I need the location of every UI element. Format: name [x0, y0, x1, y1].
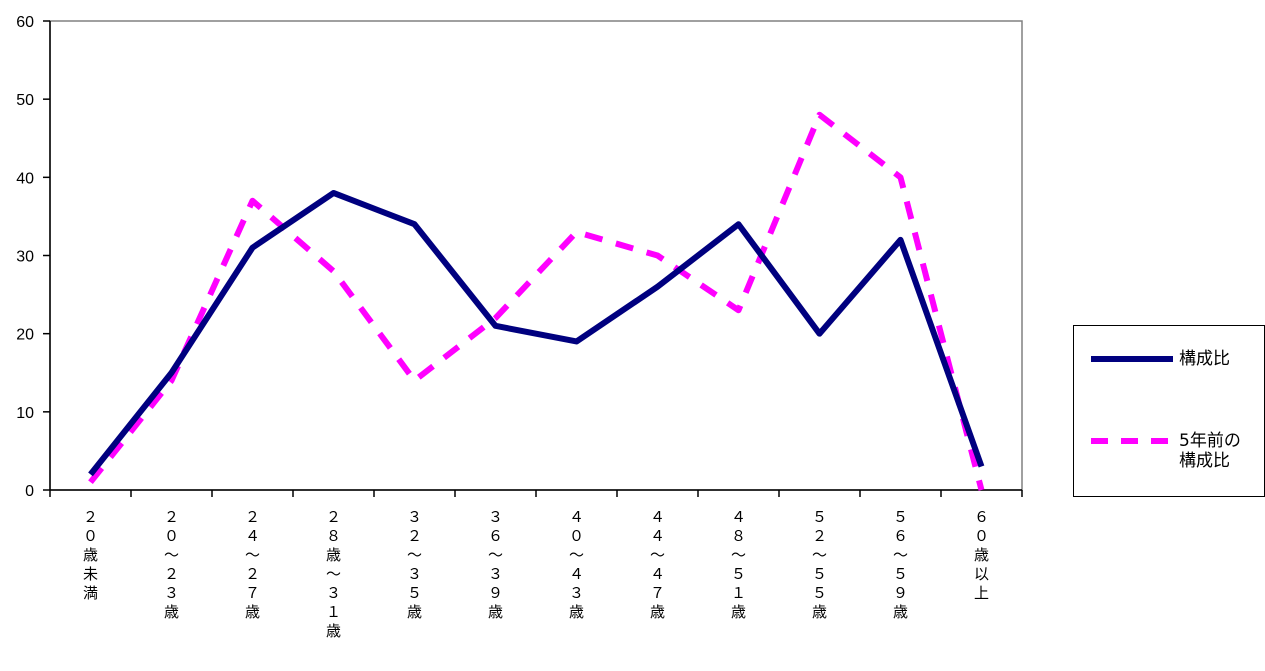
- legend-item-series-2: 5年前の 構成比: [1074, 430, 1264, 474]
- x-tick-label: ２０歳未満: [83, 508, 98, 602]
- y-tick-label: 0: [25, 483, 34, 500]
- y-tick-label: 40: [16, 170, 34, 187]
- legend-label-line: 構成比: [1179, 349, 1230, 369]
- legend-label-series-1: 構成比: [1179, 349, 1230, 369]
- plot-border: [49, 20, 1023, 491]
- x-axis: ２０歳未満 ２０～２３歳 ２４～２７歳 ２８歳～３１歳 ３２～３５歳 ３６～３９歳 ４０～４…: [49, 490, 1023, 640]
- x-tick-label: ４４～４７歳: [650, 508, 665, 621]
- x-tick-label: ３２～３５歳: [407, 508, 422, 621]
- series-layer: [88, 111, 985, 491]
- y-axis: 0 10 20 30 40 50 60: [16, 14, 50, 500]
- y-tick-label: 50: [16, 92, 34, 109]
- series-line-2: [88, 111, 985, 491]
- plot-area: [49, 20, 1023, 491]
- legend-label-line: 5年前の: [1179, 431, 1241, 451]
- legend: 構成比 5年前の 構成比: [1073, 325, 1265, 497]
- x-tick-label: ３６～３９歳: [488, 508, 503, 621]
- x-tick-label: ２４～２７歳: [245, 508, 260, 621]
- x-tick-label: ２０～２３歳: [164, 508, 179, 621]
- x-tick-label: ２８歳～３１歳: [326, 508, 341, 640]
- legend-swatch-dashed: [1091, 438, 1173, 444]
- legend-item-series-1: 構成比: [1074, 348, 1264, 370]
- legend-label-series-2: 5年前の 構成比: [1179, 431, 1241, 471]
- x-tick-label: ５６～５９歳: [893, 508, 908, 621]
- series-line-1: [88, 189, 985, 477]
- y-tick-label: 30: [16, 249, 34, 266]
- y-tick-label: 20: [16, 327, 34, 344]
- x-tick-label: ４８～５１歳: [731, 508, 746, 621]
- y-tick-label: 60: [16, 14, 34, 31]
- x-tick-label: ４０～４３歳: [569, 508, 584, 621]
- x-tick-label: ５２～５５歳: [812, 508, 827, 621]
- x-tick-label: ６０歳以上: [974, 508, 989, 602]
- legend-label-line: 構成比: [1179, 451, 1230, 471]
- legend-swatch-solid: [1091, 356, 1173, 362]
- y-tick-label: 10: [16, 405, 34, 422]
